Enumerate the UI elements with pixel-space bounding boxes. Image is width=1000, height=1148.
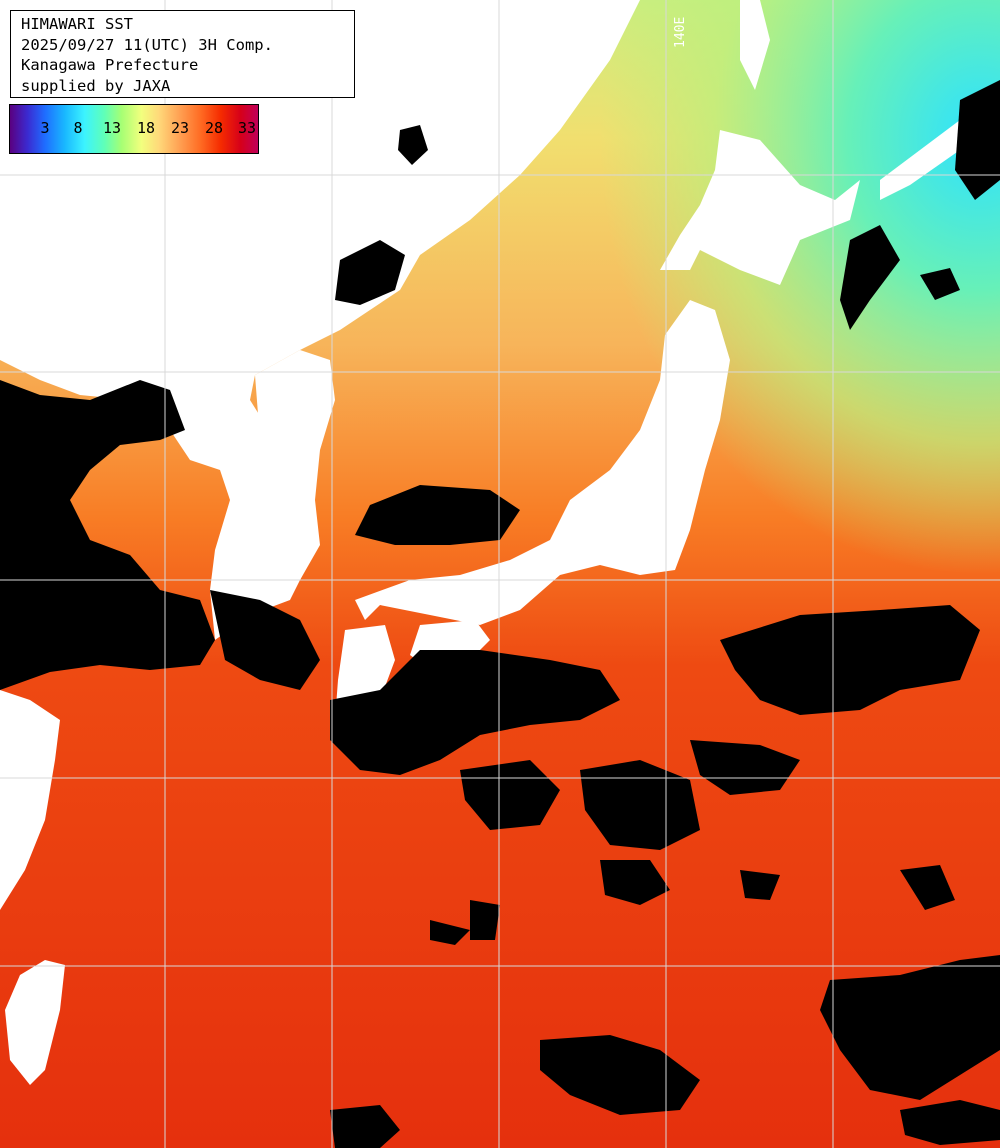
cloud-south-kyushu — [330, 650, 620, 775]
cloud-scatter-1 — [470, 900, 500, 940]
cloud-south-mid — [600, 860, 670, 905]
grid-label-140e: 140E — [673, 17, 688, 48]
legend-label-18: 18 — [136, 119, 156, 137]
title-line-3: Kanagawa Prefecture — [21, 56, 199, 74]
cloud-cover — [0, 80, 1000, 1148]
cloud-bottom-center — [540, 1035, 700, 1115]
cloud-scatter-4 — [430, 920, 470, 945]
title-box: HIMAWARI SST 2025/09/27 11(UTC) 3H Comp.… — [10, 10, 355, 98]
cloud-yellow-sea — [210, 590, 320, 690]
legend-label-13: 13 — [102, 119, 122, 137]
color-legend: 3 8 13 18 23 28 33 — [9, 104, 259, 154]
legend-label-28: 28 — [204, 119, 224, 137]
grid-label-40n: 40N — [10, 356, 33, 371]
continent-land — [0, 0, 640, 640]
legend-label-23: 23 — [170, 119, 190, 137]
cloud-korea-east — [335, 240, 405, 305]
china-coast-south — [0, 690, 60, 910]
hokkaido-land — [660, 130, 860, 285]
cloud-scatter-2 — [900, 865, 955, 910]
legend-label-3: 3 — [40, 119, 50, 137]
title-line-4: supplied by JAXA — [21, 76, 171, 95]
cloud-northeast-island — [920, 268, 960, 300]
legend-label-33: 33 — [237, 119, 257, 137]
cloud-sakhalin-strip — [955, 80, 1000, 200]
cloud-south-east — [690, 740, 800, 795]
sakhalin-land — [740, 0, 770, 90]
honshu-land — [355, 300, 730, 625]
cloud-ryukyu — [580, 760, 700, 850]
cloud-scatter-5 — [900, 1100, 1000, 1145]
korea-land — [255, 350, 335, 585]
cloud-northeast-band — [840, 225, 900, 330]
grid-label-30n: 3?N — [10, 762, 33, 777]
legend-label-8: 8 — [73, 119, 83, 137]
title-line-1: HIMAWARI SST — [21, 15, 133, 33]
legend-labels: 3 8 13 18 23 28 33 — [10, 105, 258, 153]
title-line-2: 2025/09/27 11(UTC) 3H Comp. — [21, 35, 273, 54]
taiwan-land — [5, 960, 65, 1085]
cloud-continent-west — [0, 380, 215, 690]
cloud-honshu-west — [355, 485, 520, 545]
cloud-east-pacific — [720, 605, 980, 715]
cloud-scatter-3 — [740, 870, 780, 900]
cloud-island-north — [398, 125, 428, 165]
cloud-south-far — [820, 955, 1000, 1100]
cloud-bottom-left — [330, 1105, 400, 1148]
